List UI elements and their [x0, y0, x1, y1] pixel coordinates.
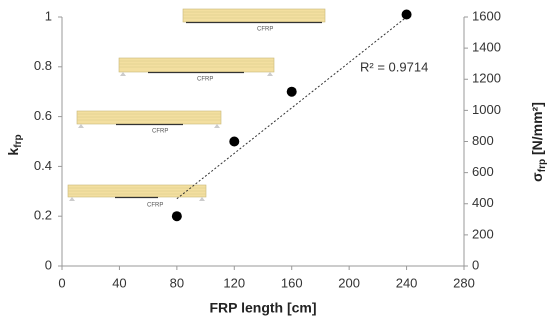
- point: [229, 136, 240, 147]
- y2-tick-label: 1200: [472, 71, 501, 86]
- y2-tick-label: 0: [472, 257, 479, 272]
- beam: [76, 110, 222, 128]
- y2-axis-title-main: σ: [529, 172, 545, 182]
- trendline: [176, 16, 407, 200]
- x-tick-label: 0: [58, 275, 65, 290]
- y2-tick-label: 200: [472, 226, 494, 241]
- point: [401, 9, 412, 20]
- x-tick-label: 80: [170, 275, 184, 290]
- y-axis-title-main: k: [5, 148, 21, 156]
- annotation: CFRP: [257, 27, 273, 33]
- y-tick-label: 0.2: [34, 208, 52, 223]
- y2-axis-title-sub: frp: [537, 159, 548, 172]
- annotation: CFRP: [147, 203, 163, 209]
- x-tick-label: 280: [453, 275, 475, 290]
- beam: [182, 8, 326, 24]
- annotation: CFRP: [197, 77, 213, 83]
- annotation: CFRP: [152, 129, 168, 135]
- y-axis-title: kfrp: [5, 134, 24, 155]
- y-tick-label: 0.6: [34, 108, 52, 123]
- x-axis-title: FRP length [cm]: [209, 300, 316, 316]
- x-tick-label: 160: [281, 275, 303, 290]
- beam: [67, 184, 207, 201]
- x-tick-label: 40: [112, 275, 126, 290]
- point: [171, 211, 182, 222]
- beam: [118, 57, 275, 76]
- y-tick-label: 0.4: [34, 158, 52, 173]
- x-tick-label: 240: [396, 275, 418, 290]
- x-tick-label: 200: [338, 275, 360, 290]
- y2-axis-title: σfrp [N/mm²]: [529, 102, 548, 182]
- y2-tick-label: 400: [472, 195, 494, 210]
- y2-axis-title-unit: [N/mm²]: [529, 102, 545, 159]
- y2-tick-label: 1000: [472, 102, 501, 117]
- y-axis-title-sub: frp: [13, 134, 24, 147]
- x-tick-label: 120: [223, 275, 245, 290]
- y2-tick-label: 1400: [472, 40, 501, 55]
- y-tick-label: 0: [45, 257, 52, 272]
- trendline-label: R² = 0.9714: [360, 59, 428, 74]
- beam-illustrations: CFRP CFRP CFRP CFRP: [67, 8, 326, 209]
- y-tick-label: 0.8: [34, 58, 52, 73]
- y-tick-label: 1: [45, 8, 52, 23]
- y2-tick-label: 600: [472, 164, 494, 179]
- point: [286, 86, 297, 97]
- y2-tick-label: 1600: [472, 8, 501, 23]
- y2-tick-label: 800: [472, 133, 494, 148]
